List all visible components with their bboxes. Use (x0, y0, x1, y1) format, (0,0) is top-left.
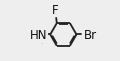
Text: Br: Br (84, 29, 97, 42)
Text: F: F (52, 4, 59, 17)
Text: HN: HN (30, 29, 47, 42)
